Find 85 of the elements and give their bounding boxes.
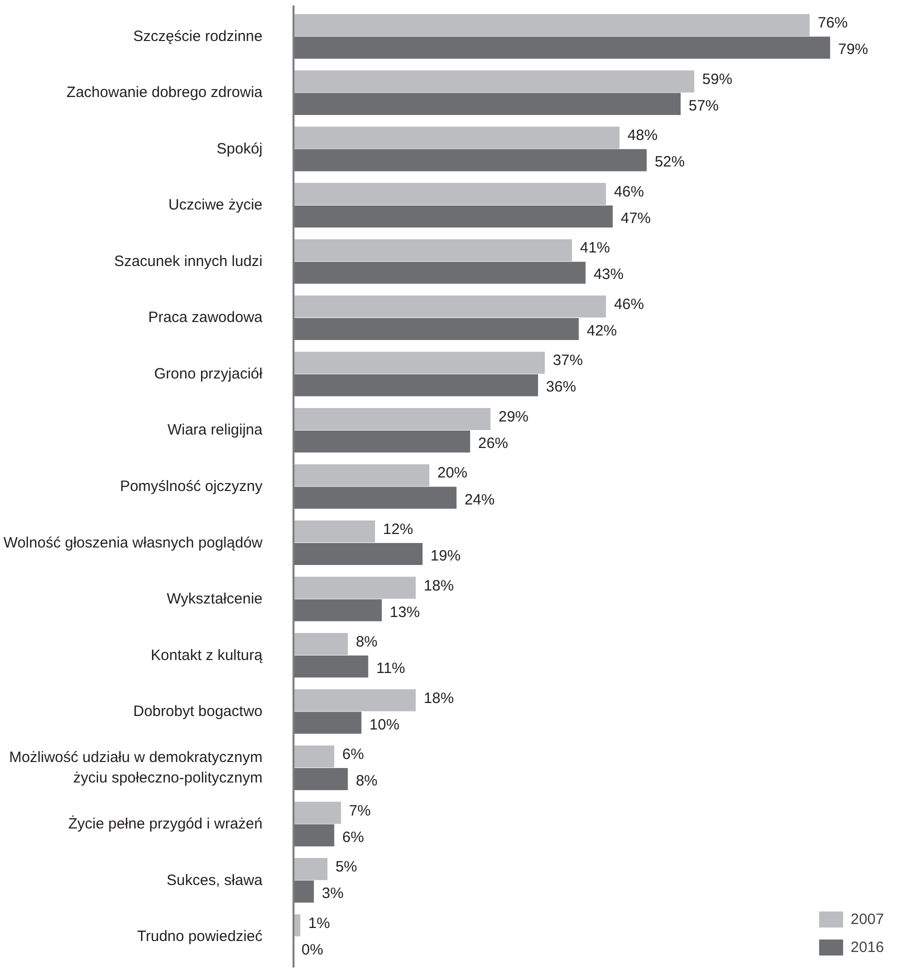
bar xyxy=(294,239,572,262)
bar xyxy=(294,464,430,486)
data-label: 18% xyxy=(424,577,454,594)
bar xyxy=(294,768,348,790)
y-tick-label: Możliwość udziału w demokratycznym życiu społeczno-politycznym xyxy=(9,749,263,786)
data-label: 29% xyxy=(498,408,529,426)
data-label: 19% xyxy=(430,548,461,565)
data-label: 76% xyxy=(818,14,848,32)
data-label: 37% xyxy=(552,352,583,370)
y-tick-label: Trudno powiedzieć xyxy=(137,928,263,946)
bar xyxy=(294,520,376,543)
bar xyxy=(294,858,328,880)
data-label: 11% xyxy=(376,660,406,678)
y-tick-label: Wolność głoszenia własnych poglądów xyxy=(3,534,263,552)
bar xyxy=(294,746,334,768)
bar xyxy=(294,70,694,92)
y-tick-label: Wiara religijna xyxy=(167,422,264,439)
data-label: 42% xyxy=(586,322,617,340)
bar xyxy=(294,880,314,903)
bar xyxy=(294,689,416,712)
data-label: 5% xyxy=(335,858,358,876)
bar xyxy=(294,36,830,59)
legend-label: 2016 xyxy=(850,938,884,956)
y-tick-label: Zachowanie dobrego zdrowia xyxy=(66,84,264,102)
bar xyxy=(294,542,423,566)
bar xyxy=(294,352,545,374)
bar xyxy=(294,576,416,599)
y-tick-label: Sukces, sława xyxy=(166,872,264,889)
bar xyxy=(294,295,606,318)
bar xyxy=(294,486,457,509)
data-label: 24% xyxy=(464,491,495,508)
bar xyxy=(294,126,620,149)
bar xyxy=(294,14,810,36)
bar xyxy=(294,824,334,846)
bar xyxy=(294,92,681,115)
bar xyxy=(294,408,490,430)
data-label: 13% xyxy=(390,604,420,621)
data-label: 18% xyxy=(424,690,454,707)
bar xyxy=(294,149,647,172)
data-label: 6% xyxy=(342,746,364,764)
data-label: 57% xyxy=(688,97,719,114)
y-tick-label: Wykształcenie xyxy=(166,590,263,608)
data-label: 79% xyxy=(838,41,868,58)
data-label: 6% xyxy=(342,828,364,846)
data-label: 8% xyxy=(356,634,378,651)
data-label: 48% xyxy=(628,127,658,144)
data-label: 3% xyxy=(322,885,344,902)
data-label: 20% xyxy=(437,464,468,482)
y-tick-label: Pomyślność ojczyzny xyxy=(120,478,263,495)
bar xyxy=(294,655,368,678)
bar xyxy=(294,182,606,205)
y-tick-label: Szczęście rodzinne xyxy=(133,28,263,45)
y-tick-label: Grono przyjaciół xyxy=(154,365,264,382)
data-label: 43% xyxy=(594,266,624,284)
bar xyxy=(294,318,579,340)
data-label: 0% xyxy=(302,941,324,958)
data-label: 46% xyxy=(614,183,644,200)
bar xyxy=(294,262,586,284)
data-label: 36% xyxy=(546,378,576,396)
data-label: 12% xyxy=(383,521,414,538)
data-label: 26% xyxy=(478,434,508,452)
data-label: 1% xyxy=(308,914,330,932)
data-label: 8% xyxy=(356,772,378,790)
y-tick-label: Spokój xyxy=(216,140,263,158)
data-label: 46% xyxy=(614,296,644,313)
y-tick-label: Uczciwe życie xyxy=(168,196,263,214)
data-label: 59% xyxy=(702,70,732,88)
bar xyxy=(294,802,342,824)
bar xyxy=(294,374,538,396)
bar xyxy=(294,632,348,656)
data-label: 7% xyxy=(349,802,371,820)
legend-label: 2007 xyxy=(850,910,884,928)
y-tick-label: Kontakt z kulturą xyxy=(150,646,264,664)
bar xyxy=(294,599,382,622)
data-label: 10% xyxy=(369,716,400,734)
data-label: 47% xyxy=(620,210,651,227)
bar xyxy=(294,712,362,734)
data-label: 52% xyxy=(654,154,685,171)
y-tick-label: Dobrobyt bogactwo xyxy=(133,703,263,720)
data-label: 41% xyxy=(580,240,610,257)
y-tick-label: Szacunek innych ludzi xyxy=(114,252,263,270)
y-tick-label: Praca zawodowa xyxy=(148,309,264,326)
bar xyxy=(294,205,613,228)
bar xyxy=(294,430,470,453)
y-tick-label: Życie pełne przygód i wrażeń xyxy=(68,814,263,833)
